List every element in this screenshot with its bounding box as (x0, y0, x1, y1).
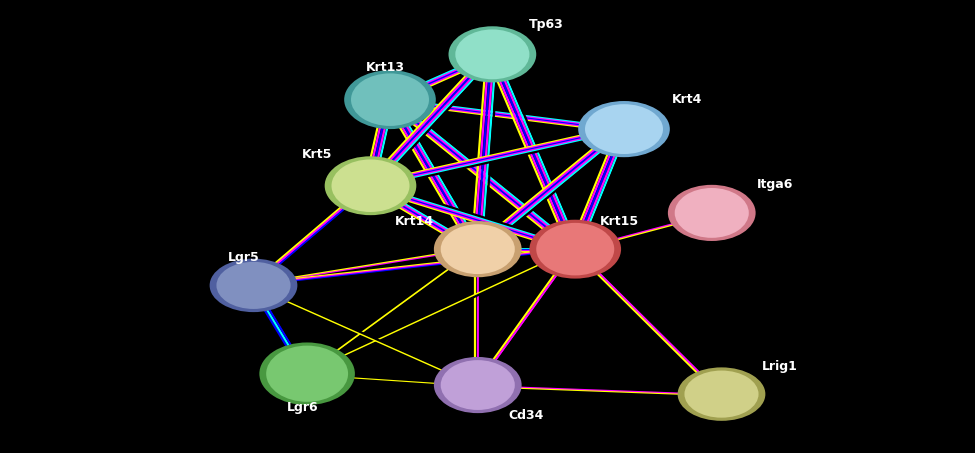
Ellipse shape (210, 259, 297, 312)
Text: Krt4: Krt4 (672, 93, 703, 106)
Ellipse shape (434, 221, 522, 277)
Text: Lgr5: Lgr5 (228, 251, 259, 264)
Ellipse shape (351, 73, 429, 126)
Text: Cd34: Cd34 (509, 410, 544, 422)
Ellipse shape (216, 262, 291, 309)
Text: Lrig1: Lrig1 (762, 361, 798, 373)
Text: Krt15: Krt15 (600, 215, 639, 227)
Ellipse shape (529, 220, 621, 279)
Ellipse shape (325, 156, 416, 215)
Ellipse shape (455, 29, 529, 79)
Ellipse shape (441, 360, 515, 410)
Ellipse shape (266, 346, 348, 402)
Text: Lgr6: Lgr6 (287, 401, 318, 414)
Ellipse shape (332, 159, 409, 212)
Ellipse shape (536, 223, 614, 275)
Ellipse shape (585, 104, 663, 154)
Ellipse shape (441, 224, 515, 274)
Text: Krt14: Krt14 (395, 215, 434, 227)
Ellipse shape (259, 342, 355, 405)
Ellipse shape (578, 101, 670, 157)
Text: Tp63: Tp63 (528, 19, 564, 31)
Ellipse shape (678, 367, 765, 421)
Ellipse shape (675, 188, 749, 238)
Ellipse shape (344, 70, 436, 129)
Ellipse shape (668, 185, 756, 241)
Ellipse shape (448, 26, 536, 82)
Ellipse shape (434, 357, 522, 413)
Text: Itga6: Itga6 (757, 178, 794, 191)
Text: Krt5: Krt5 (301, 149, 332, 161)
Ellipse shape (684, 371, 759, 418)
Text: Krt13: Krt13 (366, 61, 405, 73)
